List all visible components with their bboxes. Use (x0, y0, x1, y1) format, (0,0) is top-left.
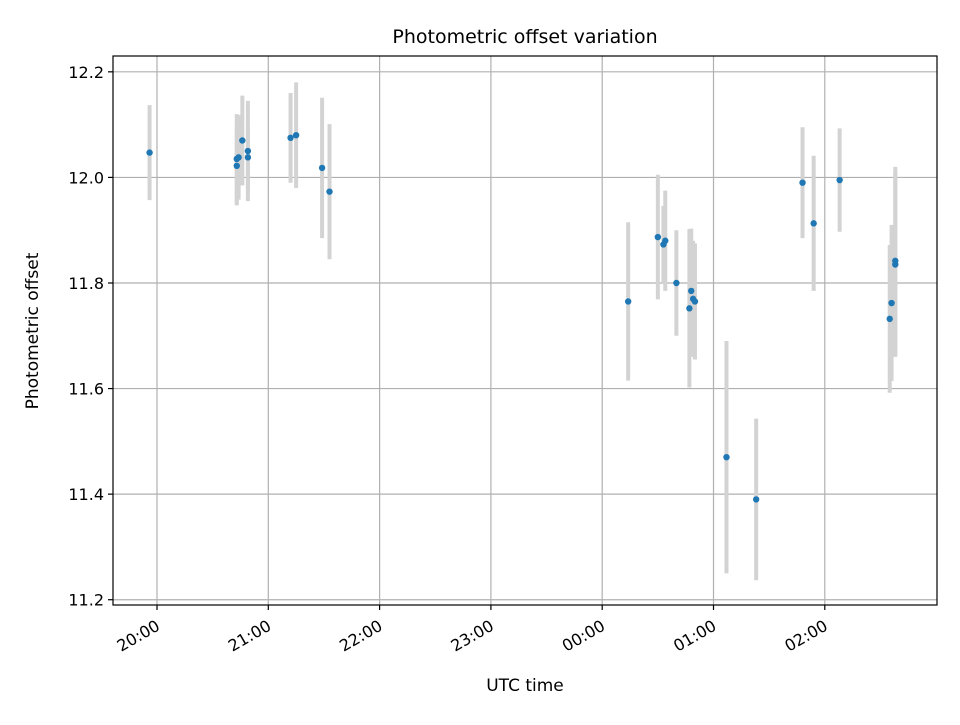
data-point (836, 176, 843, 184)
chart-title: Photometric offset variation (392, 26, 657, 48)
data-point (691, 298, 699, 305)
data-point (892, 257, 899, 265)
data-point (662, 237, 669, 244)
data-point (292, 131, 300, 139)
data-point (235, 154, 242, 161)
data-point (799, 179, 806, 186)
grid-lines (113, 56, 937, 605)
data-point (326, 188, 333, 195)
data-points (146, 131, 899, 503)
data-point (673, 279, 680, 287)
data-point (318, 164, 326, 172)
plot-frame (112, 55, 938, 606)
data-point (146, 149, 153, 156)
data-point (244, 147, 252, 155)
data-point (810, 220, 817, 227)
data-point (752, 496, 760, 503)
y-tick-label: 11.6 (68, 380, 104, 399)
x-axis-title: UTC time (486, 676, 564, 696)
data-point (287, 134, 294, 142)
data-point (624, 298, 632, 305)
data-point (244, 154, 252, 161)
data-point (686, 305, 693, 312)
y-tick-label: 11.8 (68, 274, 104, 293)
y-axis: 11.2 11.4 11.6 11.8 12.0 12.2 (68, 63, 113, 610)
data-point (886, 315, 893, 323)
data-point (688, 287, 695, 295)
data-point (654, 233, 662, 241)
data-point (239, 137, 246, 144)
y-axis-title: Photometric offset (23, 252, 43, 409)
data-point (723, 453, 730, 461)
y-tick-label: 11.2 (68, 591, 104, 610)
data-point (233, 162, 240, 169)
y-tick-label: 11.4 (68, 485, 104, 504)
y-tick-label: 12.0 (68, 168, 104, 187)
y-tick-label: 12.2 (68, 63, 104, 82)
data-point (888, 299, 895, 307)
